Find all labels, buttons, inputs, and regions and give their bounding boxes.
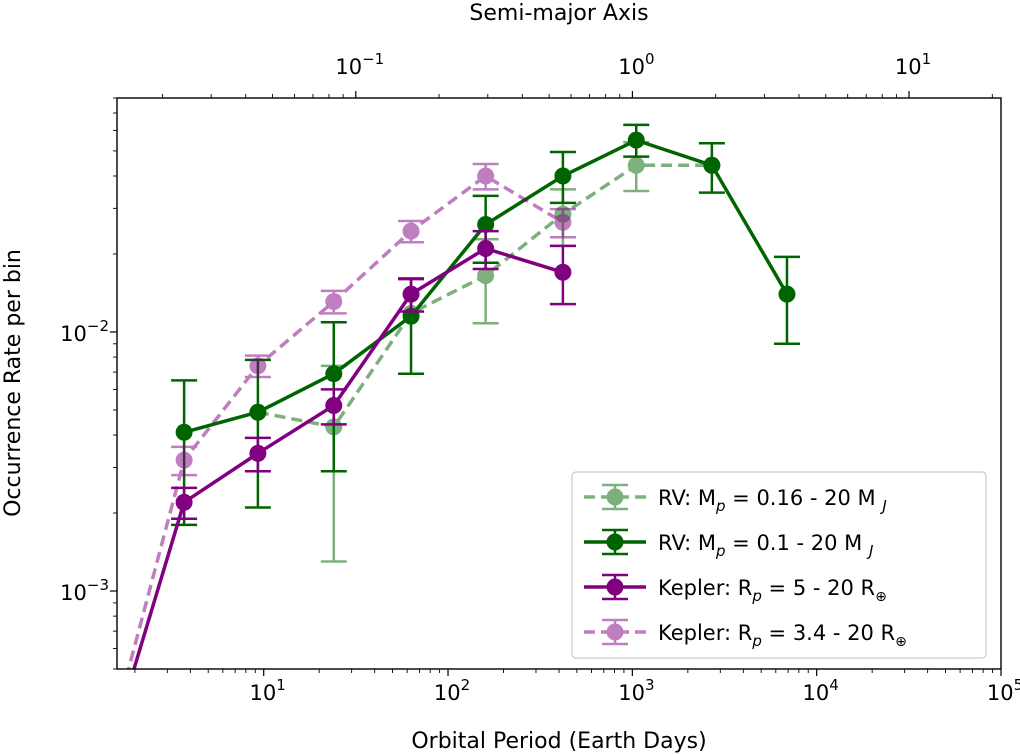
- data-point: [113, 701, 130, 718]
- top-tick-label: 100: [618, 50, 654, 79]
- data-point: [778, 285, 796, 303]
- data-point: [477, 215, 495, 233]
- legend-entry: Kepler: Rp = 5 - 20 R⊕: [584, 573, 887, 605]
- legend-marker: [584, 483, 646, 511]
- data-point: [175, 451, 193, 469]
- data-point: [477, 239, 495, 257]
- legend-marker: [584, 618, 646, 646]
- y-tick-label: 10−3: [60, 576, 109, 605]
- legend-entry: RV: Mp = 0.1 - 20 M J: [584, 528, 873, 560]
- series-2: [113, 229, 576, 718]
- series-line: [132, 246, 564, 669]
- legend-label: RV: Mp = 0.1 - 20 M J: [658, 531, 873, 560]
- data-point: [175, 423, 193, 441]
- top-axis-title: Semi-major Axis: [469, 1, 648, 26]
- data-point: [325, 293, 343, 311]
- data-point: [249, 403, 267, 421]
- data-point: [402, 222, 420, 240]
- legend-marker: [584, 573, 646, 601]
- legend-label: Kepler: Rp = 5 - 20 R⊕: [658, 576, 887, 605]
- data-point: [554, 213, 572, 231]
- data-point: [249, 357, 267, 375]
- data-point: [554, 263, 572, 281]
- x-axis-title: Orbital Period (Earth Days): [411, 729, 706, 754]
- legend-marker: [584, 528, 646, 556]
- x-tick-label: 101: [250, 676, 286, 705]
- data-point: [554, 167, 572, 185]
- x-tick-label: 103: [618, 676, 654, 705]
- y-tick-label: 10−2: [60, 317, 109, 346]
- legend-label: RV: Mp = 0.16 - 20 M J: [658, 486, 887, 515]
- legend-entry: RV: Mp = 0.16 - 20 M J: [584, 483, 887, 515]
- y-axis-title: Occurrence Rate per bin: [1, 249, 26, 517]
- x-tick-label: 104: [803, 676, 839, 705]
- data-point: [627, 131, 645, 149]
- top-tick-label: 101: [895, 50, 931, 79]
- legend-label: Kepler: Rp = 3.4 - 20 R⊕: [658, 621, 907, 650]
- data-point: [627, 156, 645, 174]
- data-point: [477, 167, 495, 185]
- data-point: [402, 285, 420, 303]
- legend-entry: Kepler: Rp = 3.4 - 20 R⊕: [584, 618, 907, 650]
- data-point: [249, 444, 267, 462]
- x-tick-label: 102: [434, 676, 470, 705]
- data-point: [113, 686, 130, 703]
- top-tick-label: 10−1: [335, 50, 384, 79]
- data-point: [325, 397, 343, 415]
- legend-box: [571, 471, 987, 659]
- data-point: [175, 493, 193, 511]
- x-tick-label: 105: [987, 676, 1020, 705]
- data-point: [703, 156, 721, 174]
- legend: RV: Mp = 0.16 - 20 M J RV: Mp = 0.1 - 20 …: [571, 471, 987, 659]
- data-point: [325, 365, 343, 383]
- data-point: [477, 267, 495, 285]
- series-3: [113, 162, 576, 703]
